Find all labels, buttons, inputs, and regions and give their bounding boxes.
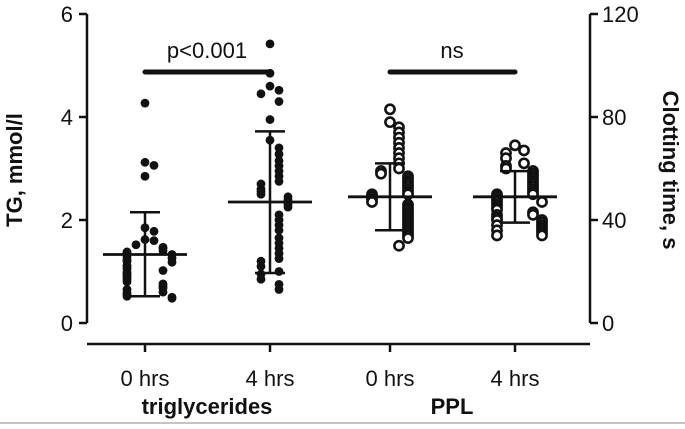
left-axis-tick-label: 4 xyxy=(61,105,73,130)
data-point xyxy=(149,236,159,246)
data-point xyxy=(274,143,284,153)
comparison-label-tg: p<0.001 xyxy=(167,38,247,63)
data-point xyxy=(158,287,168,297)
data-point xyxy=(149,161,159,170)
data-point xyxy=(274,85,284,95)
data-point xyxy=(122,277,132,287)
right-axis-tick-label: 0 xyxy=(602,311,614,336)
data-point xyxy=(122,291,132,301)
data-point xyxy=(265,81,275,91)
category-label-2: 0 hrs xyxy=(366,366,415,391)
left-axis-title: TG, mmol/l xyxy=(2,113,27,227)
data-point xyxy=(393,162,405,175)
data-point xyxy=(131,240,141,250)
data-point xyxy=(167,293,177,303)
data-point xyxy=(274,225,284,235)
data-point xyxy=(491,229,503,242)
data-point xyxy=(536,196,548,208)
right-axis-tick-label: 40 xyxy=(602,208,626,233)
data-point xyxy=(274,267,284,276)
data-point xyxy=(274,254,284,264)
data-point xyxy=(274,176,284,186)
data-point xyxy=(265,68,275,78)
data-point xyxy=(384,103,396,116)
data-point xyxy=(509,139,521,152)
data-point xyxy=(256,274,266,284)
data-point xyxy=(536,229,548,242)
data-point xyxy=(256,89,266,99)
left-axis-tick-label: 2 xyxy=(61,208,73,233)
category-label-1: 4 hrs xyxy=(246,366,295,391)
data-point xyxy=(527,208,539,221)
data-point xyxy=(149,226,159,236)
category-label-0: 0 hrs xyxy=(121,366,170,391)
data-point xyxy=(265,115,275,124)
data-point xyxy=(265,39,275,49)
data-point xyxy=(518,157,530,170)
left-axis-tick-label: 0 xyxy=(61,311,73,336)
data-point xyxy=(140,171,150,181)
data-point xyxy=(167,257,177,267)
left-axis-tick-label: 6 xyxy=(61,2,73,27)
right-axis-tick-label: 120 xyxy=(602,2,639,27)
data-point xyxy=(140,157,150,167)
data-point xyxy=(158,266,168,275)
data-point xyxy=(256,261,266,271)
data-point xyxy=(158,246,168,256)
data-point xyxy=(140,98,150,108)
group-label-triglycerides: triglycerides xyxy=(142,394,273,419)
data-point xyxy=(256,189,266,199)
data-point xyxy=(274,97,284,106)
right-axis-tick-label: 80 xyxy=(602,105,626,130)
data-point xyxy=(393,239,405,252)
comparison-label-ppl: ns xyxy=(440,38,463,63)
data-point xyxy=(402,232,414,244)
data-point xyxy=(375,167,387,180)
data-point xyxy=(384,116,396,129)
data-point xyxy=(518,144,530,157)
group-label-ppl: PPL xyxy=(431,394,474,419)
data-point xyxy=(274,149,284,159)
data-point xyxy=(366,196,378,208)
right-axis-title: Clotting time, s xyxy=(658,91,683,250)
data-point xyxy=(274,285,284,294)
data-point xyxy=(283,202,293,212)
category-label-3: 4 hrs xyxy=(491,366,540,391)
